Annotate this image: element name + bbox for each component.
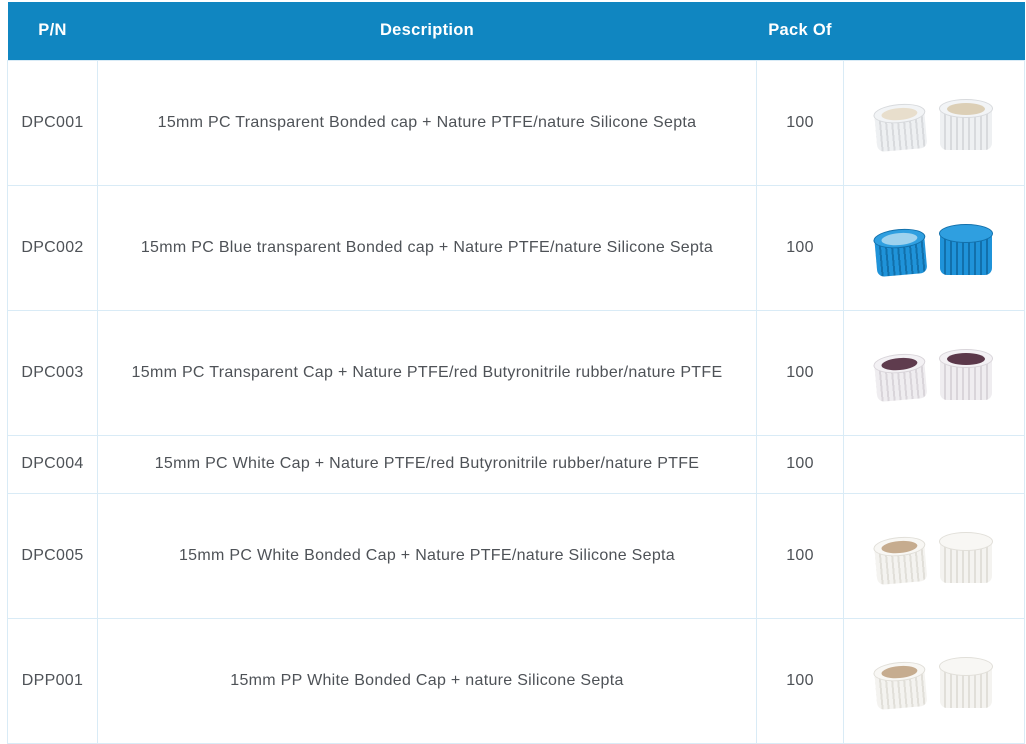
image-cell (843, 184, 1025, 311)
pn-cell: DPC002 (7, 184, 98, 311)
column-header-description: Description (97, 2, 757, 60)
pn-cell: DPC003 (7, 309, 98, 436)
column-header-pn: P/N (7, 2, 98, 60)
cap-open-view (872, 534, 928, 585)
cap-open-view (872, 659, 928, 710)
cap-closed-view (939, 223, 993, 275)
cap-closed-view (939, 348, 993, 400)
white-caps-photo (850, 523, 1018, 589)
pack-of-cell: 100 (756, 59, 844, 186)
septa (947, 352, 985, 365)
pack-of-cell: 100 (756, 617, 844, 744)
table-row: DPC004 15mm PC White Cap + Nature PTFE/re… (7, 434, 1025, 494)
description-cell: 15mm PC White Cap + Nature PTFE/red Buty… (97, 434, 757, 494)
pn-cell: DPC005 (7, 492, 98, 619)
cap-closed-view (939, 531, 993, 583)
table-row: DPP001 15mm PP White Bonded Cap + nature … (7, 617, 1025, 744)
pn-cell: DPP001 (7, 617, 98, 744)
image-cell (843, 309, 1025, 436)
image-cell (843, 617, 1025, 744)
product-table: P/N Description Pack Of DPC001 15mm PC Tr… (7, 2, 1025, 744)
column-header-image (843, 2, 1025, 60)
pack-of-cell: 100 (756, 434, 844, 494)
description-cell: 15mm PC White Bonded Cap + Nature PTFE/n… (97, 492, 757, 619)
cap-top (939, 223, 993, 243)
pack-of-cell: 100 (756, 492, 844, 619)
white-caps-photo (850, 648, 1018, 714)
description-cell: 15mm PP White Bonded Cap + nature Silico… (97, 617, 757, 744)
cap-open-view (872, 101, 928, 152)
septa (947, 102, 985, 115)
cap-closed-view (939, 656, 993, 708)
pn-cell: DPC001 (7, 59, 98, 186)
table-body: DPC001 15mm PC Transparent Bonded cap + N… (7, 59, 1025, 744)
cap-top (939, 531, 993, 551)
table-header-row: P/N Description Pack Of (7, 2, 1025, 60)
image-cell (843, 434, 1025, 494)
image-cell (843, 59, 1025, 186)
description-cell: 15mm PC Blue transparent Bonded cap + Na… (97, 184, 757, 311)
description-cell: 15mm PC Transparent Bonded cap + Nature … (97, 59, 757, 186)
transparent-caps-photo (850, 90, 1018, 156)
pack-of-cell: 100 (756, 184, 844, 311)
table-row: DPC003 15mm PC Transparent Cap + Nature P… (7, 309, 1025, 436)
table-row: DPC001 15mm PC Transparent Bonded cap + N… (7, 59, 1025, 186)
cap-closed-view (939, 98, 993, 150)
table-row: DPC002 15mm PC Blue transparent Bonded ca… (7, 184, 1025, 311)
blue-caps-photo (850, 215, 1018, 281)
pn-cell: DPC004 (7, 434, 98, 494)
cap-open-view (872, 351, 928, 402)
column-header-pack-of: Pack Of (756, 2, 844, 60)
cap-top (939, 656, 993, 676)
transparent-caps-maroon-septa-photo (850, 340, 1018, 406)
table-row: DPC005 15mm PC White Bonded Cap + Nature … (7, 492, 1025, 619)
pack-of-cell: 100 (756, 309, 844, 436)
image-cell (843, 492, 1025, 619)
cap-open-view (872, 226, 928, 277)
description-cell: 15mm PC Transparent Cap + Nature PTFE/re… (97, 309, 757, 436)
